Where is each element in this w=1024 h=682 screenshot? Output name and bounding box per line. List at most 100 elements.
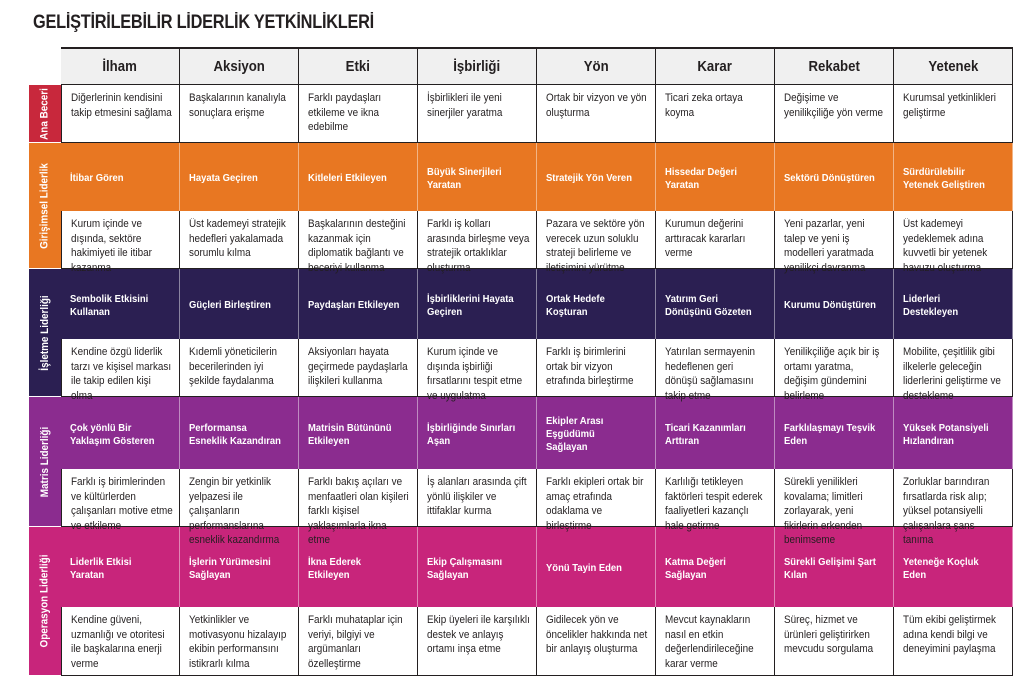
competency-description-text: Yetkinlikler ve motivasyonu hizalayıp ek… <box>189 614 287 670</box>
competency-title-text: Ortak Hedefe Koşturan <box>546 292 605 318</box>
competency-title-text: Güçleri Birleştiren <box>189 299 271 311</box>
competency-description: Üst kademeyi stratejik hedefleri yakalam… <box>180 211 299 269</box>
competency-title: Ortak Hedefe Koşturan <box>537 269 656 339</box>
competency-description-text: Kendine özgü liderlik tarzı ve kişisel m… <box>71 346 172 402</box>
competency-title: Yatırım Geri Dönüşünü Gözeten <box>656 269 775 339</box>
competency-title: Liderleri Destekleyen <box>894 269 1013 339</box>
competency-description-text: Mobilite, çeşitlilik gibi ilkelerle gele… <box>903 346 1001 402</box>
competency-title: Kurumu Dönüştüren <box>775 269 894 339</box>
competency-description-text: Kıdemli yöneticilerin becerilerinden iyi… <box>189 346 278 387</box>
competency-title-text: Yatırım Geri Dönüşünü Gözeten <box>665 292 752 318</box>
competency-description: Farklı iş birimlerini ortak bir vizyon e… <box>537 339 656 397</box>
competency-title: Liderlik Etkisi Yaratan <box>61 527 180 607</box>
column-header: Yetenek <box>894 47 1013 85</box>
competency-title-text: Sektörü Dönüştüren <box>784 172 875 184</box>
competency-description: Yeni pazarlar, yeni talep ve yeni iş mod… <box>775 211 894 274</box>
competency-title: Sürekli Gelişimi Şart Kılan <box>775 527 894 607</box>
column-header: Aksiyon <box>180 47 299 85</box>
column-header: Yön <box>537 47 656 85</box>
competency-description-text: Farklı bakış açıları ve menfaatleri olan… <box>308 476 409 546</box>
column-header: Etki <box>299 47 418 85</box>
table-corner <box>29 47 61 85</box>
competency-title-text: Liderlik Etkisi Yaratan <box>70 555 132 581</box>
competency-description: Kendine güveni, uzmanlığı ve otoritesi i… <box>61 607 180 676</box>
competency-description: Kurumun değerini arttıracak kararları ve… <box>656 211 775 269</box>
competency-description: İşbirlikleri ile yeni sinerjiler yaratma <box>418 85 537 143</box>
competency-title-text: Paydaşları Etkileyen <box>308 299 400 311</box>
competency-description: Yetkinlikler ve motivasyonu hizalayıp ek… <box>180 607 299 676</box>
competency-description-text: Zengin bir yetkinlik yelpazesi ile çalış… <box>189 476 280 546</box>
competency-description: Farklı ekipleri ortak bir amaç etrafında… <box>537 469 656 532</box>
competency-description: Farklı iş birimlerinden ve kültürlerden … <box>61 469 180 532</box>
competency-title-text: Stratejik Yön Veren <box>546 172 632 184</box>
competency-title: Ekipler Arası Eşgüdümü Sağlayan <box>537 397 656 469</box>
competency-title: Stratejik Yön Veren <box>537 143 656 211</box>
competency-description-text: İş alanları arasında çift yönlü ilişkile… <box>427 476 527 517</box>
competency-title-text: Kitleleri Etkileyen <box>308 172 387 184</box>
column-header-text: İlham <box>102 58 138 75</box>
competency-description-text: Üst kademeyi stratejik hedefleri yakalam… <box>189 218 286 259</box>
competency-title-text: İşbirliğinde Sınırları Aşan <box>427 421 516 447</box>
competency-description: İş alanları arasında çift yönlü ilişkile… <box>418 469 537 527</box>
competency-description: Farklı iş kolları arasında birleşme veya… <box>418 211 537 274</box>
row-label: Matris Liderliği <box>29 397 61 527</box>
competency-description-text: Ekip üyeleri ile karşılıklı destek ve an… <box>427 614 530 655</box>
competency-description-text: Gidilecek yön ve öncelikler hakkında net… <box>546 614 648 655</box>
competency-description: Gidilecek yön ve öncelikler hakkında net… <box>537 607 656 676</box>
competency-description-text: Ortak bir vizyon ve yön oluşturma <box>546 92 647 119</box>
competency-title: Performansa Esneklik Kazandıran <box>180 397 299 469</box>
competency-title: Yeteneğe Koçluk Eden <box>894 527 1013 607</box>
competency-title: Sürdürülebilir Yetenek Geliştiren <box>894 143 1013 211</box>
competency-description-text: Kurum içinde ve dışında işbirliği fırsat… <box>427 346 523 402</box>
competency-description-text: Tüm ekibi geliştirmek adına kendi bilgi … <box>903 614 996 655</box>
competency-description: Farklı paydaşları etkileme ve ikna edebi… <box>299 85 418 143</box>
competency-description: Başkalarının kanalıyla sonuçlara erişme <box>180 85 299 143</box>
column-header-text: Rekabet <box>808 58 860 75</box>
competency-description-text: Farklı muhataplar için veriyi, bilgiyi v… <box>308 614 403 670</box>
competency-title-text: Ekipler Arası Eşgüdümü Sağlayan <box>546 415 604 453</box>
row-label: İşletme Liderliği <box>29 269 61 397</box>
row-label-text: Ana Beceri <box>39 87 52 140</box>
competency-title-text: Performansa Esneklik Kazandıran <box>189 421 281 447</box>
competency-description: Karlılığı tetikleyen faktörleri tespit e… <box>656 469 775 532</box>
competency-description-text: Süreç, hizmet ve ürünleri geliştirirken … <box>784 614 874 655</box>
competency-title-text: Büyük Sinerjileri Yaratan <box>427 165 502 191</box>
competency-description: Tüm ekibi geliştirmek adına kendi bilgi … <box>894 607 1013 676</box>
competency-description: Yenilikçiliğe açık bir iş ortamı yaratma… <box>775 339 894 402</box>
competency-title-text: Matrisin Bütününü Etkileyen <box>308 421 392 447</box>
competency-title: İşbirliklerini Hayata Geçiren <box>418 269 537 339</box>
competency-description-text: İşbirlikleri ile yeni sinerjiler yaratma <box>427 92 503 119</box>
competency-title: Matrisin Bütününü Etkileyen <box>299 397 418 469</box>
competency-description-text: Farklı ekipleri ortak bir amaç etrafında… <box>546 476 644 532</box>
competency-title: Büyük Sinerjileri Yaratan <box>418 143 537 211</box>
competency-description: Pazara ve sektöre yön verecek uzun soluk… <box>537 211 656 274</box>
competency-description-text: Kurum içinde ve dışında, sektöre hakimiy… <box>71 218 152 274</box>
competency-title-text: İkna Ederek Etkileyen <box>308 555 362 581</box>
competency-description: Mevcut kaynakların nasıl en etkin değerl… <box>656 607 775 676</box>
competency-title-text: Ekip Çalışmasını Sağlayan <box>427 555 503 581</box>
page-title: GELİŞTİRİLEBİLİR LİDERLİK YETKİNLİKLERİ <box>33 12 374 33</box>
competency-title-text: İşbirliklerini Hayata Geçiren <box>427 292 514 318</box>
competency-title: Yüksek Potansiyeli Hızlandıran <box>894 397 1013 469</box>
column-header: İlham <box>61 47 180 85</box>
column-header-text: Yetenek <box>928 58 978 75</box>
competency-description: Kurum içinde ve dışında, sektöre hakimiy… <box>61 211 180 274</box>
competency-description-text: Farklı paydaşları etkileme ve ikna edebi… <box>308 92 382 133</box>
competency-title-text: Kurumu Dönüştüren <box>784 299 876 311</box>
competency-title-text: Yeteneğe Koçluk Eden <box>903 555 979 581</box>
competency-description: Mobilite, çeşitlilik gibi ilkelerle gele… <box>894 339 1013 402</box>
competency-title: Katma Değeri Sağlayan <box>656 527 775 607</box>
competency-description: Değişime ve yenilikçiliğe yön verme <box>775 85 894 143</box>
competency-description: Başkalarının desteğini kazanmak için dip… <box>299 211 418 274</box>
competency-title: Ekip Çalışmasını Sağlayan <box>418 527 537 607</box>
competency-title: Sektörü Dönüştüren <box>775 143 894 211</box>
competency-title: Sembolik Etkisini Kullanan <box>61 269 180 339</box>
column-header-text: Karar <box>697 58 733 75</box>
competency-description: Kendine özgü liderlik tarzı ve kişisel m… <box>61 339 180 402</box>
competency-description: Ticari zeka ortaya koyma <box>656 85 775 143</box>
row-label-text: Girişimsel Liderlik <box>39 162 51 249</box>
competency-title-text: Ticari Kazanımları Arttıran <box>665 421 746 447</box>
competency-title-text: İşlerin Yürümesini Sağlayan <box>189 555 271 581</box>
competency-description: Ortak bir vizyon ve yön oluşturma <box>537 85 656 143</box>
competency-title: İşlerin Yürümesini Sağlayan <box>180 527 299 607</box>
